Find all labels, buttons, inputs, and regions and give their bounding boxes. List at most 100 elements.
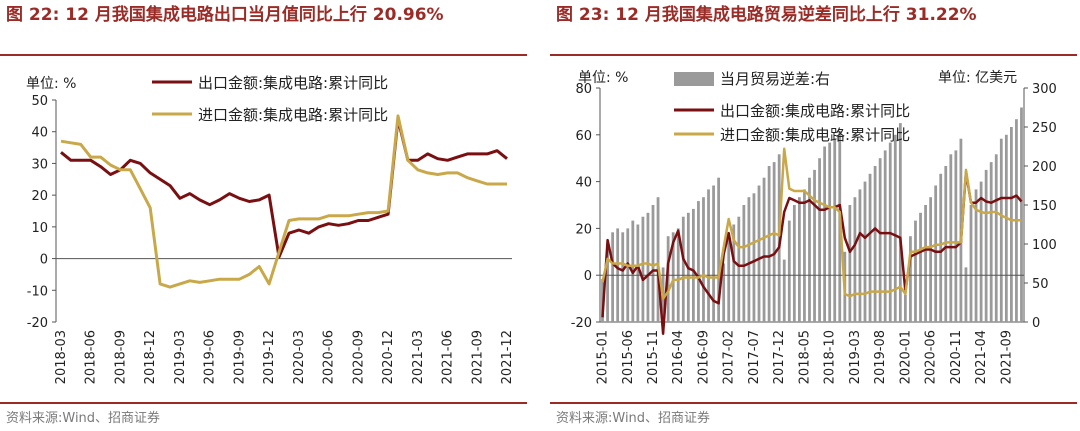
right-y-tick-label-right: 0	[1032, 316, 1040, 331]
left-x-tick-label: 2020-09	[351, 330, 366, 384]
left-legend-export: 出口金额:集成电路:累计同比	[198, 74, 388, 92]
left-legend-import: 进口金额:集成电路:累计同比	[198, 106, 388, 124]
right-bar	[883, 150, 887, 322]
left-x-tick-label: 2018-12	[143, 330, 158, 384]
right-bar	[848, 205, 852, 322]
left-source: 资料来源:Wind、招商证券	[6, 411, 161, 426]
right-y-tick-label-left: 80	[575, 82, 592, 97]
right-x-tick-label: 2017-12	[772, 330, 787, 384]
left-y-tick-label: 40	[31, 126, 48, 141]
right-y-tick-label-right: 250	[1032, 121, 1057, 136]
left-y-tick-label: -10	[27, 284, 48, 299]
right-bar	[903, 294, 907, 322]
left-x-tick-label: 2021-12	[500, 330, 515, 384]
right-bar	[823, 146, 827, 322]
left-x-tick-label: 2019-09	[232, 330, 247, 384]
right-bar	[964, 267, 968, 322]
right-title-rule	[550, 54, 1077, 56]
right-y-tick-label-left: -20	[571, 316, 592, 331]
right-unit-right-label: 单位: 亿美元	[938, 70, 1017, 86]
right-bar	[828, 142, 832, 322]
right-legend-swatch-bars	[674, 72, 714, 86]
left-x-tick-label: 2018-09	[113, 330, 128, 384]
right-bar	[1004, 134, 1008, 322]
right-unit-left-label: 单位: %	[578, 70, 628, 86]
right-x-tick-label: 2016-09	[696, 330, 711, 384]
right-x-tick-label: 2018-05	[797, 330, 812, 384]
left-unit-label: 单位: %	[26, 76, 76, 92]
left-x-tick-label: 2019-12	[262, 330, 277, 384]
left-y-tick-label: 30	[31, 157, 48, 172]
right-x-tick-label: 2017-02	[722, 330, 737, 384]
left-y-tick-label: 50	[31, 94, 48, 109]
left-y-tick-label: -20	[27, 316, 48, 331]
right-bar	[999, 138, 1003, 322]
left-x-tick-label: 2020-06	[322, 330, 337, 384]
right-bar	[808, 177, 811, 322]
right-bar	[797, 197, 801, 322]
left-x-tick-label: 2018-06	[84, 330, 99, 384]
right-bar	[858, 189, 862, 322]
right-y-tick-label-right: 150	[1032, 199, 1057, 214]
right-source: 资料来源:Wind、招商证券	[556, 411, 711, 426]
right-y-tick-label-right: 200	[1032, 160, 1057, 175]
right-bar	[924, 205, 927, 322]
right-legend-export: 出口金额:集成电路:累计同比	[720, 102, 910, 120]
right-bar	[949, 154, 953, 322]
right-bar	[914, 220, 917, 322]
right-bar	[727, 240, 731, 322]
right-bar	[681, 216, 685, 322]
right-bar	[969, 205, 973, 322]
right-bar	[893, 134, 897, 322]
right-plot-area: -20 0 20 40 60 80 0 50 100 150 200 250 300 2015-01 201…	[571, 82, 1057, 384]
right-bar	[722, 263, 726, 322]
right-bar	[833, 138, 837, 322]
right-bar	[772, 162, 776, 322]
right-bar	[636, 224, 640, 322]
right-x-tick-label: 2018-10	[823, 330, 838, 384]
right-y-tick-label-right: 100	[1032, 238, 1057, 253]
right-x-tick-label: 2015-01	[596, 330, 611, 384]
right-bar	[984, 169, 988, 322]
left-line-export	[60, 117, 508, 259]
left-source-rule	[0, 402, 527, 404]
right-y-tick-label-left: 0	[584, 269, 592, 284]
left-legend: 出口金额:集成电路:累计同比 进口金额:集成电路:累计同比	[152, 74, 388, 124]
left-x-tick-label: 2021-03	[411, 330, 426, 384]
right-bar	[863, 181, 867, 322]
right-bar	[1009, 127, 1013, 322]
right-bar	[742, 205, 746, 322]
right-x-tick-label: 2019-03	[848, 330, 863, 384]
right-bar	[611, 232, 615, 322]
right-bar	[702, 197, 705, 322]
right-bar	[974, 189, 978, 322]
right-bar	[898, 123, 902, 322]
right-bar	[939, 173, 943, 322]
right-bar	[818, 158, 821, 322]
right-chart-svg: -20 0 20 40 60 80 0 50 100 150 200 250 300 2015-01 201…	[571, 70, 1057, 384]
right-x-tick-label: 2019-08	[873, 330, 888, 384]
right-legend: 当月贸易逆差:右 出口金额:集成电路:累计同比 进口金额:集成电路:累计同比	[674, 70, 910, 144]
right-bar	[641, 216, 645, 322]
right-x-tick-label: 2020-01	[898, 330, 913, 384]
left-y-tick-label: 20	[31, 189, 48, 204]
right-bar	[697, 201, 700, 322]
right-bar	[954, 150, 958, 322]
left-x-tick-label: 2019-03	[173, 330, 188, 384]
right-x-tick-label: 2017-07	[747, 330, 762, 384]
right-y-tick-label-left: 60	[575, 129, 592, 144]
right-x-tick-label: 2020-11	[949, 330, 964, 384]
right-bar	[787, 220, 791, 322]
right-bar	[777, 154, 781, 322]
left-x-tick-label: 2019-06	[203, 330, 218, 384]
right-bar	[646, 212, 650, 322]
right-y-tick-label-left: 20	[575, 222, 592, 237]
right-bar	[994, 154, 998, 322]
right-source-rule	[550, 402, 1077, 404]
right-bar	[1020, 107, 1023, 322]
right-bar	[762, 177, 766, 322]
left-line-import	[60, 114, 507, 289]
right-bar	[813, 169, 816, 322]
right-bar	[621, 232, 625, 322]
right-bar	[671, 232, 675, 322]
